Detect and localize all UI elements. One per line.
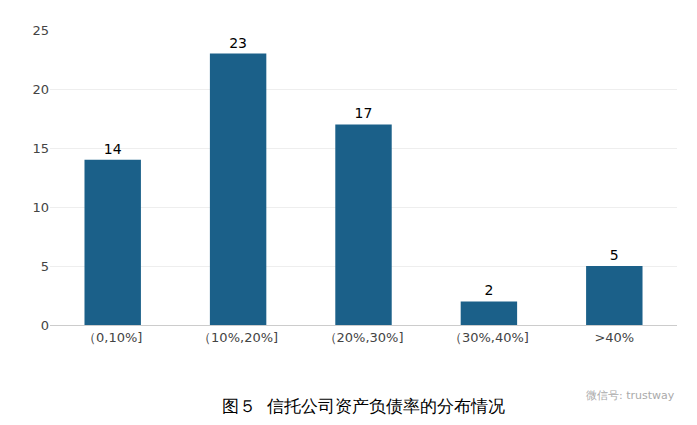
svg-text:>40%: >40% [594, 330, 634, 345]
svg-text:15: 15 [32, 141, 49, 156]
svg-text:14: 14 [104, 141, 122, 157]
svg-text:5: 5 [610, 247, 619, 263]
svg-text:（20%,30%]: （20%,30%] [324, 330, 404, 345]
svg-text:23: 23 [229, 35, 247, 51]
svg-text:图５ 信托公司资产负债率的分布情况: 图５ 信托公司资产负债率的分布情况 [222, 396, 505, 416]
svg-text:25: 25 [32, 23, 49, 38]
svg-text:0: 0 [41, 318, 49, 333]
svg-text:10: 10 [32, 200, 49, 215]
svg-text:（30%,40%]: （30%,40%] [449, 330, 529, 345]
svg-text:2: 2 [484, 282, 493, 298]
svg-text:微信号: trustway: 微信号: trustway [586, 389, 675, 402]
svg-text:17: 17 [355, 105, 373, 121]
svg-text:20: 20 [32, 82, 49, 97]
svg-text:（10%,20%]: （10%,20%] [198, 330, 278, 345]
svg-text:5: 5 [41, 259, 49, 274]
svg-text:（0,10%]: （0,10%] [83, 330, 142, 345]
